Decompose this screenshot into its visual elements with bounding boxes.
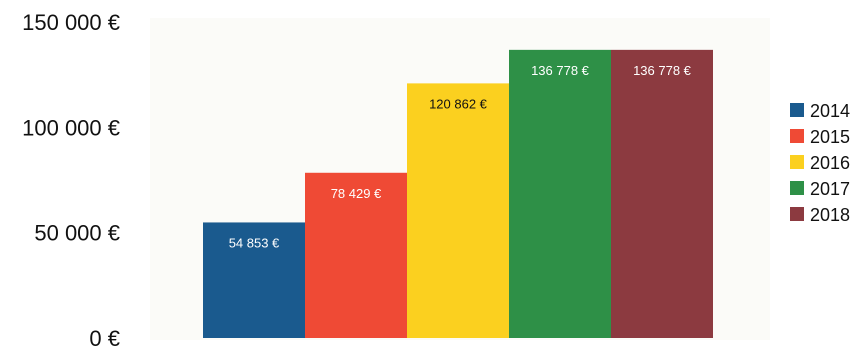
bar-2015 [305,172,407,338]
data-label-2015: 78 429 € [331,186,382,201]
data-label-2017: 136 778 € [531,63,590,78]
legend-label-2016: 2016 [810,153,850,173]
legend-swatch-2017 [790,181,804,195]
legend-swatch-2018 [790,207,804,221]
bar-2014 [203,222,305,338]
y-tick-label: 0 € [89,326,120,348]
bar-2018 [611,49,713,339]
y-tick-label: 50 000 € [34,221,120,246]
legend-label-2017: 2017 [810,179,850,199]
y-tick-label: 150 000 € [22,10,120,35]
legend-swatch-2016 [790,155,804,169]
legend-swatch-2015 [790,129,804,143]
bar-data-labels: 54 853 € 78 429 € 120 862 € 136 778 € 136 77… [229,63,692,251]
y-axis: 0 € 50 000 € 100 000 € 150 000 € [22,10,120,348]
data-label-2018: 136 778 € [633,63,692,78]
bar-2017 [509,49,611,339]
legend-label-2015: 2015 [810,127,850,147]
legend: 2014 2015 2016 2017 2018 [790,101,850,225]
legend-swatch-2014 [790,103,804,117]
data-label-2014: 54 853 € [229,235,280,250]
data-label-2016: 120 862 € [429,96,488,111]
legend-label-2018: 2018 [810,205,850,225]
bars [203,49,713,339]
y-tick-label: 100 000 € [22,115,120,140]
legend-label-2014: 2014 [810,101,850,121]
bar-2016 [407,83,509,338]
